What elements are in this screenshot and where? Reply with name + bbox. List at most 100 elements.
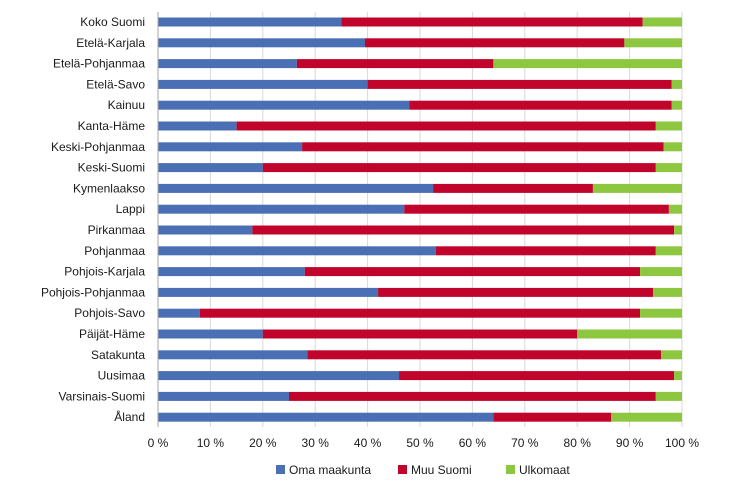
x-tick-label: 80 % [564,436,592,450]
category-label: Satakunta [91,348,145,362]
bar-segment-ulkomaat [671,79,682,89]
bar-segment-muu-suomi [367,79,672,89]
category-label: Pirkanmaa [88,223,146,237]
bar-segment-oma-maakunta [158,267,305,277]
legend-label: Ulkomaat [519,463,570,477]
category-label: Pohjanmaa [84,244,145,258]
bar-segment-ulkomaat [640,308,682,318]
bar-segment-oma-maakunta [158,79,368,89]
bar-segment-oma-maakunta [158,246,436,256]
category-label: Pohjois-Karjala [64,265,145,279]
bar-segment-muu-suomi [262,163,656,173]
bar-segment-ulkomaat [642,17,682,27]
gridlines [209,12,683,427]
category-label: Lappi [116,202,145,216]
bar-segment-ulkomaat [611,412,682,422]
category-label: Etelä-Savo [86,77,145,91]
bar-segment-oma-maakunta [158,391,289,401]
bar-segment-muu-suomi [341,17,643,27]
bar-segment-ulkomaat [592,183,682,193]
bar-segment-oma-maakunta [158,59,297,69]
x-tick-label: 90 % [616,436,644,450]
bar-segment-ulkomaat [663,142,682,152]
bar-segment-ulkomaat [655,163,682,173]
bar-segment-muu-suomi [304,267,641,277]
legend-swatch [276,465,285,474]
category-label: Varsinais-Suomi [59,389,145,403]
bar-segment-muu-suomi [307,350,662,360]
x-tick-label: 70 % [511,436,539,450]
bar-segment-ulkomaat [653,287,682,297]
x-tick-label: 40 % [354,436,382,450]
bar-segment-ulkomaat [674,225,682,235]
bar-segment-oma-maakunta [158,100,410,110]
bar-segment-oma-maakunta [158,287,379,297]
category-label: Koko Suomi [80,15,145,29]
x-tick-label: 20 % [249,436,277,450]
bar-segment-oma-maakunta [158,225,253,235]
bar-segment-oma-maakunta [158,121,237,131]
category-label: Keski-Pohjanmaa [51,140,145,154]
bar-segment-ulkomaat [577,329,682,339]
bar-segment-oma-maakunta [158,17,342,27]
category-label: Päijät-Häme [79,327,145,341]
category-label: Kainuu [108,98,145,112]
bar-segment-ulkomaat [668,204,682,214]
x-tick-label: 50 % [406,436,434,450]
bar-segment-oma-maakunta [158,38,365,48]
bar-segment-muu-suomi [236,121,656,131]
bar-segment-muu-suomi [493,412,612,422]
category-labels: Koko Suomi Etelä-Karjala Etelä-Pohjanmaa Et… [41,15,145,424]
category-label: Åland [114,409,145,424]
bar-segment-oma-maakunta [158,163,263,173]
bar-segment-oma-maakunta [158,371,400,381]
bar-segment-muu-suomi [252,225,675,235]
bar-segment-muu-suomi [302,142,664,152]
x-tick-label: 30 % [302,436,330,450]
bar-segment-muu-suomi [435,246,656,256]
bar-segment-ulkomaat [671,100,682,110]
bar-segment-oma-maakunta [158,350,308,360]
category-label: Pohjois-Pohjanmaa [41,285,145,299]
bar-segment-ulkomaat [674,371,682,381]
bar-segment-oma-maakunta [158,412,494,422]
bar-segment-oma-maakunta [158,329,263,339]
bar-segment-ulkomaat [655,391,682,401]
x-tick-label: 10 % [197,436,225,450]
bar-segment-oma-maakunta [158,308,200,318]
bar-segment-muu-suomi [378,287,654,297]
bar-segment-oma-maakunta [158,204,405,214]
bar-segment-muu-suomi [296,59,494,69]
bar-segment-ulkomaat [655,246,682,256]
category-label: Etelä-Karjala [76,36,145,50]
bars [158,17,682,422]
legend: Oma maakunta Muu Suomi Ulkomaat [276,463,570,477]
category-label: Etelä-Pohjanmaa [53,57,145,71]
bar-segment-muu-suomi [404,204,669,214]
category-label: Uusimaa [98,369,146,383]
x-tick-labels: 0 % 10 % 20 % 30 % 40 % 50 % 60 % 70 % 80 % 90 % 1… [148,436,700,450]
bar-segment-ulkomaat [493,59,682,69]
bar-segment-ulkomaat [655,121,682,131]
category-label: Pohjois-Savo [74,306,145,320]
category-label: Keski-Suomi [78,161,145,175]
bar-segment-ulkomaat [640,267,682,277]
x-tick-label: 60 % [459,436,487,450]
bar-segment-muu-suomi [399,371,675,381]
legend-label: Oma maakunta [289,463,371,477]
x-tick-label: 0 % [148,436,169,450]
bar-segment-muu-suomi [262,329,578,339]
bar-segment-muu-suomi [289,391,656,401]
bar-segment-ulkomaat [661,350,682,360]
category-label: Kanta-Häme [78,119,146,133]
x-tick-label: 100 % [665,436,699,450]
bar-segment-muu-suomi [409,100,672,110]
legend-label: Muu Suomi [411,463,472,477]
legend-swatch [506,465,515,474]
bar-segment-muu-suomi [199,308,641,318]
bar-segment-muu-suomi [433,183,593,193]
bar-segment-oma-maakunta [158,183,434,193]
bar-segment-muu-suomi [364,38,625,48]
